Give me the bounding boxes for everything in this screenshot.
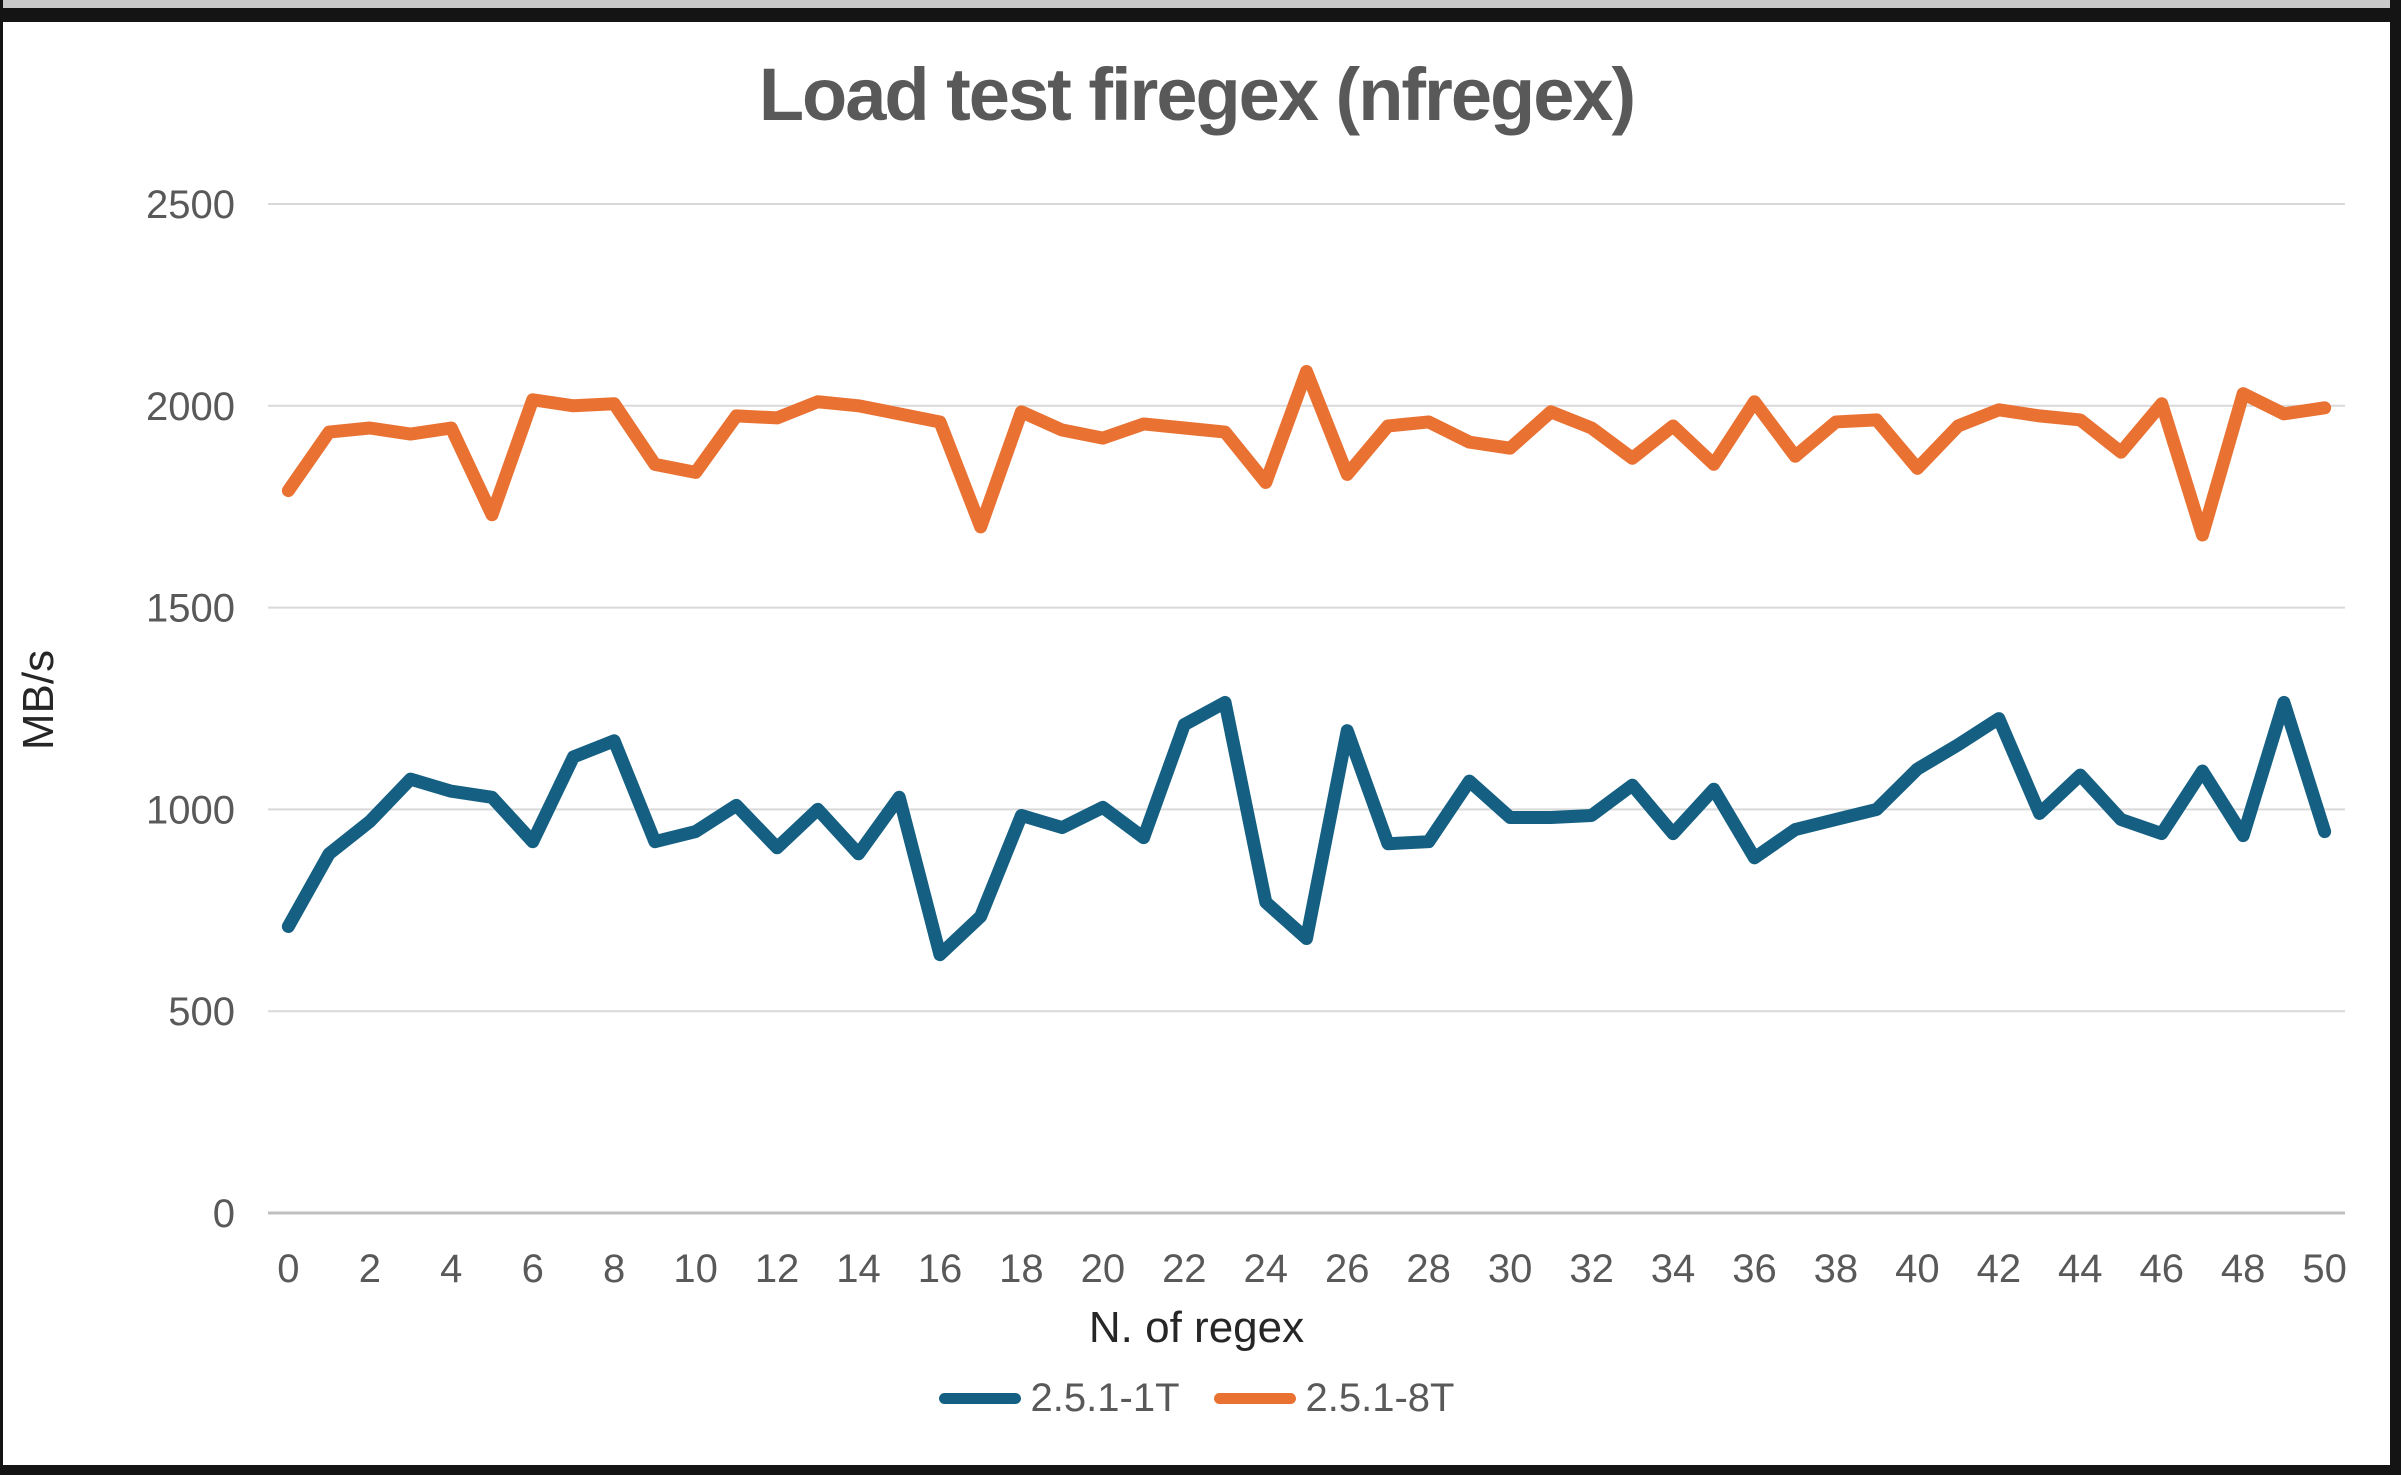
x-tick-label-4: 4	[440, 1247, 462, 1291]
x-tick-label-0: 0	[277, 1247, 299, 1291]
x-tick-label-48: 48	[2221, 1247, 2266, 1291]
x-tick-label-44: 44	[2058, 1247, 2103, 1291]
y-tick-label-500: 500	[168, 990, 235, 1034]
y-tick-label-2000: 2000	[146, 385, 235, 429]
y-tick-label-1500: 1500	[146, 587, 235, 631]
x-tick-label-18: 18	[999, 1247, 1044, 1291]
x-tick-label-36: 36	[1732, 1247, 1777, 1291]
x-tick-label-50: 50	[2302, 1247, 2347, 1291]
x-tick-label-28: 28	[1406, 1247, 1451, 1291]
x-tick-label-34: 34	[1651, 1247, 1696, 1291]
x-tick-label-14: 14	[836, 1247, 881, 1291]
x-tick-label-10: 10	[673, 1247, 718, 1291]
y-tick-label-0: 0	[213, 1192, 235, 1236]
legend-label-1t: 2.5.1-1T	[1030, 1376, 1180, 1420]
x-tick-label-40: 40	[1895, 1247, 1940, 1291]
series-line-2-5-1-1t	[281, 695, 2332, 962]
x-tick-label-46: 46	[2139, 1247, 2184, 1291]
chart-title: Load test firegex (nfregex)	[758, 53, 1636, 136]
legend: 2.5.1-1T 2.5.1-8T	[3, 1376, 2390, 1421]
x-tick-label-38: 38	[1814, 1247, 1859, 1291]
chart-border-top	[3, 8, 2390, 22]
legend-swatch-1t	[938, 1393, 1021, 1404]
x-tick-label-2: 2	[359, 1247, 381, 1291]
y-tick-label-1000: 1000	[146, 788, 235, 832]
legend-label-8t: 2.5.1-8T	[1305, 1376, 1455, 1420]
y-tick-label-2500: 2500	[146, 183, 235, 227]
legend-item-1t: 2.5.1-1T	[938, 1376, 1180, 1421]
x-tick-label-6: 6	[522, 1247, 544, 1291]
legend-swatch-8t	[1213, 1393, 1296, 1404]
x-tick-label-16: 16	[918, 1247, 963, 1291]
series-line-2-5-1-8t	[281, 364, 2332, 542]
x-tick-label-26: 26	[1325, 1247, 1370, 1291]
x-tick-label-20: 20	[1081, 1247, 1126, 1291]
x-axis-title: N. of regex	[1088, 1303, 1305, 1352]
y-axis-title: MB/s	[14, 649, 63, 751]
x-tick-label-22: 22	[1162, 1247, 1207, 1291]
window-top-edge	[3, 0, 2390, 8]
x-tick-label-12: 12	[755, 1247, 800, 1291]
series-group	[281, 364, 2332, 962]
x-tick-label-42: 42	[1977, 1247, 2022, 1291]
x-tick-label-8: 8	[603, 1247, 625, 1291]
gridlines-group	[268, 203, 2345, 1215]
x-tick-label-24: 24	[1244, 1247, 1289, 1291]
legend-item-8t: 2.5.1-8T	[1213, 1376, 1455, 1421]
x-tick-label-30: 30	[1488, 1247, 1533, 1291]
x-tick-label-32: 32	[1569, 1247, 1614, 1291]
